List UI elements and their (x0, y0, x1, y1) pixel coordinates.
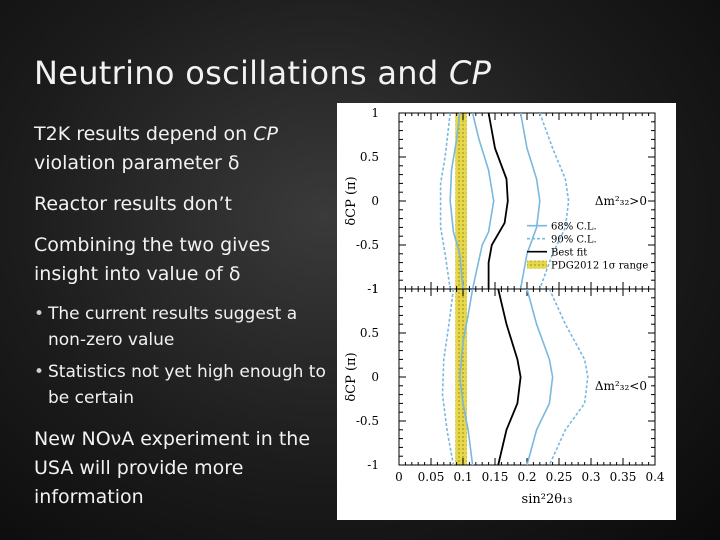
y-tick-label: 0 (371, 370, 379, 384)
bullet-nova-text: New NOνA experiment in the USA will prov… (34, 428, 311, 508)
series-90-c-l- (539, 112, 570, 290)
sub-bullet-list: • The current results suggest a non-zero… (34, 301, 334, 411)
sub-bullet-text: The current results suggest a non-zero v… (48, 304, 298, 350)
contour-plot: 1 0.5 0 -0.5 -1 δCP (π) Δm²₃₂>0 1 0.5 0 -0.5 -1 δCP … (344, 106, 665, 507)
legend-swatch-band (527, 260, 547, 269)
x-tick-label: 0.05 (418, 470, 445, 484)
sub-bullet-statistics: • Statistics not yet high enough to be c… (34, 359, 334, 411)
bullet-combining: Combining the two gives insight into val… (34, 231, 334, 289)
y-tick-label: -0.5 (356, 238, 379, 252)
y-tick-label: -1 (367, 282, 379, 296)
legend-entry: PDG2012 1σ range (551, 261, 648, 272)
x-tick-label: 0.2 (517, 470, 536, 484)
slide-title-main: Neutrino oscillations and (34, 54, 449, 92)
x-tick-label: 0.4 (645, 470, 664, 484)
series-90-c-l-inner (439, 112, 451, 290)
x-axis-label: sin²2θ₁₃ (522, 492, 573, 507)
bullet-reactor-text: Reactor results don’t (34, 193, 232, 215)
y-axis-label: δCP (π) (344, 176, 359, 225)
pdg-band (455, 113, 467, 289)
bullet-combining-text: Combining the two gives insight into val… (34, 234, 271, 285)
bullet-t2k-text-end: violation parameter δ (34, 152, 240, 174)
slide-title: Neutrino oscillations and CP (34, 54, 491, 92)
pdg-band (455, 289, 467, 465)
series-90-c-l- (548, 288, 589, 466)
y-tick-label: 0 (371, 194, 379, 208)
y-tick-label: 0.5 (360, 326, 379, 340)
y-tick-label: 0.5 (360, 150, 379, 164)
y-tick-label: -1 (367, 458, 379, 472)
x-tick-label: 0 (395, 470, 403, 484)
y-axis-label: δCP (π) (344, 352, 359, 401)
bullet-nova: New NOνA experiment in the USA will prov… (34, 425, 334, 512)
series-68-c-l-outer (519, 112, 541, 290)
legend-entry: Best fit (551, 248, 587, 259)
bullet-reactor: Reactor results don’t (34, 190, 334, 219)
x-tick-label: 0.25 (546, 470, 573, 484)
slide-content: T2K results depend on CP violation param… (34, 120, 334, 524)
y-tick-label: 1 (371, 282, 379, 296)
series-68-c-l-outer (526, 288, 554, 466)
series-best-fit (487, 112, 509, 289)
bullet-t2k-italic: CP (253, 123, 278, 145)
series-90-c-l-inner (441, 288, 455, 466)
y-tick-label: -0.5 (356, 414, 379, 428)
panel-label: Δm²₃₂<0 (595, 379, 647, 393)
bullet-t2k-text: T2K results depend on (34, 123, 254, 145)
x-tick-label: 0.35 (610, 470, 637, 484)
legend-entry: 68% C.L. (551, 222, 597, 233)
legend-entry: 90% C.L. (551, 235, 597, 246)
t2k-contour-figure: 1 0.5 0 -0.5 -1 δCP (π) Δm²₃₂>0 1 0.5 0 -0.5 -1 δCP … (337, 103, 676, 520)
bullet-t2k: T2K results depend on CP violation param… (34, 120, 334, 178)
series-best-fit (497, 288, 522, 466)
series-68-c-l- (458, 288, 474, 466)
slide-title-italic: CP (448, 54, 492, 92)
sub-bullet-text: Statistics not yet high enough to be cer… (48, 362, 326, 408)
x-tick-label: 0.15 (482, 470, 509, 484)
bullet-dot-icon: • (34, 362, 45, 382)
y-tick-label: 1 (371, 106, 379, 120)
sub-bullet-nonzero: • The current results suggest a non-zero… (34, 301, 334, 353)
x-tick-label: 0.3 (581, 470, 600, 484)
panel-label: Δm²₃₂>0 (595, 194, 647, 208)
x-tick-label: 0.1 (453, 470, 472, 484)
bullet-dot-icon: • (34, 304, 45, 324)
panel-frame (398, 288, 656, 466)
